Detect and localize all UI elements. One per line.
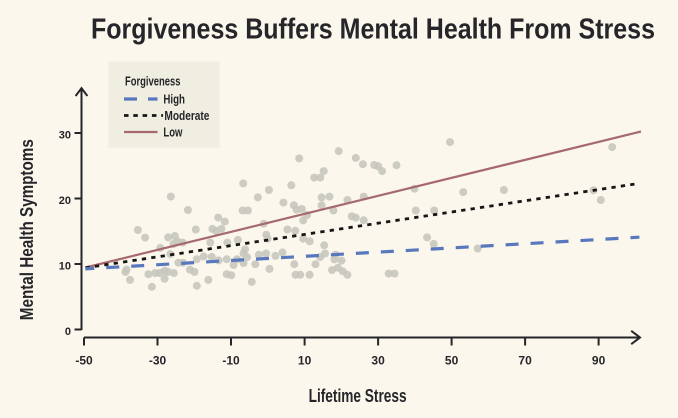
svg-text:70: 70	[518, 354, 532, 368]
svg-text:Mental Health Symptoms: Mental Health Symptoms	[17, 139, 37, 320]
svg-text:50: 50	[445, 354, 459, 368]
svg-text:10: 10	[59, 260, 71, 272]
svg-text:-30: -30	[149, 354, 167, 368]
svg-text:Lifetime Stress: Lifetime Stress	[309, 386, 407, 406]
svg-text:90: 90	[592, 354, 606, 368]
svg-text:0: 0	[65, 326, 71, 338]
svg-text:-50: -50	[75, 354, 93, 368]
svg-text:30: 30	[371, 354, 385, 368]
svg-text:Low: Low	[163, 126, 182, 140]
svg-text:30: 30	[59, 129, 71, 141]
svg-text:Forgiveness Buffers Mental Hea: Forgiveness Buffers Mental Health From S…	[91, 14, 655, 46]
svg-text:-10: -10	[222, 354, 240, 368]
svg-text:10: 10	[298, 354, 312, 368]
svg-text:High: High	[163, 93, 185, 107]
svg-text:20: 20	[59, 195, 71, 207]
svg-text:Forgiveness: Forgiveness	[125, 75, 181, 89]
svg-text:Moderate: Moderate	[164, 109, 209, 123]
